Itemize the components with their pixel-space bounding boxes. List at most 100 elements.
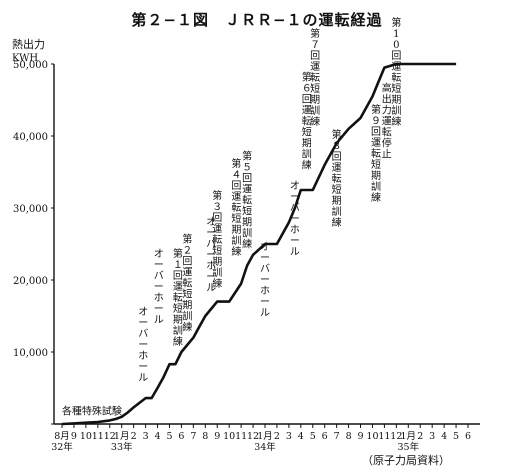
annotation-char: ６ [302, 83, 312, 94]
annotation-char: 短 [182, 287, 192, 300]
annotation-char: 期 [371, 170, 381, 182]
annotation-char: ９ [371, 116, 381, 127]
annotation-char: 転 [173, 292, 183, 304]
annotation-char: 転 [332, 173, 342, 185]
annotation-char: 運 [310, 61, 320, 73]
x-tick-label: 8 [202, 431, 208, 442]
annotation-label: 各種特殊試験 [62, 405, 122, 418]
annotation-char: バ [290, 202, 300, 214]
annotation-char: ホ [206, 260, 216, 272]
figure-title: 第２−１図 ＪＲＲ−１の運転経過 [131, 11, 383, 29]
annotation-char: 短 [371, 158, 381, 171]
x-tick-label: 10 [80, 431, 92, 442]
annotation-char: 短 [310, 82, 320, 95]
annotation-char: ホ [290, 224, 300, 236]
annotation-char: 転 [231, 202, 241, 214]
x-tick-label: 11 [378, 431, 390, 442]
annotation-char: 第 [371, 103, 381, 116]
annotation-char: ー [206, 228, 216, 239]
y-tick-label: 30,000 [13, 204, 48, 215]
annotation-char: 訓 [231, 234, 241, 247]
x-year-label: 35年 [397, 441, 419, 453]
annotation-char: 練 [371, 191, 381, 204]
annotation-char: 転 [310, 72, 320, 84]
annotation-char: 訓 [391, 104, 401, 117]
annotation-char: 期 [302, 137, 312, 149]
annotation-char: 練 [212, 277, 222, 290]
annotation-char: ー [154, 304, 164, 315]
annotation-char: １ [173, 260, 183, 271]
annotation-char: 第 [182, 232, 192, 245]
annotation-char: 訓 [212, 266, 222, 279]
x-tick-label: 10 [366, 431, 378, 442]
annotation-char: 運 [371, 137, 381, 149]
annotation-char: 運 [231, 191, 241, 203]
annotation-char: ７ [310, 40, 320, 51]
x-tick-label: 11 [92, 431, 104, 442]
x-tick-label: 9 [358, 431, 364, 442]
annotation-char: ３ [212, 202, 222, 213]
annotation-char: ー [260, 275, 270, 286]
annotation-char: ル [290, 247, 300, 258]
annotation-char: 訓 [371, 180, 381, 193]
annotation-char: ル [260, 308, 270, 319]
annotation-char: 期 [231, 224, 241, 236]
annotation-char: 転 [242, 195, 252, 207]
annotation-char: ５ [242, 163, 252, 174]
x-tick-label: 3 [429, 431, 435, 442]
annotation-char: バ [138, 328, 148, 340]
annotation-char: 期 [332, 195, 342, 207]
annotation-char: オ [138, 306, 148, 318]
annotation-char: 短 [231, 212, 241, 225]
annotation-char: ー [290, 214, 300, 225]
annotation-char: 回 [173, 270, 183, 282]
annotation-char: 回 [302, 93, 312, 105]
annotation-char: 回 [332, 151, 342, 163]
x-tick-label: 2 [131, 431, 137, 442]
annotation-char: ホ [154, 292, 164, 304]
annotation-char: 短 [332, 183, 342, 196]
annotation-char: 出 [382, 93, 392, 106]
annotation-char: ー [138, 318, 148, 329]
x-tick-label: 8月 [54, 431, 70, 442]
x-year-label: 33年 [111, 441, 133, 453]
annotation-char: 期 [310, 94, 320, 106]
annotation-char: 第 [310, 27, 320, 40]
annotation-char: ー [138, 362, 148, 373]
annotation-char: 練 [302, 158, 312, 171]
annotation-char: ー [206, 272, 216, 283]
annotation-char: バ [260, 263, 270, 275]
annotation-char: 期 [182, 299, 192, 311]
annotation-char: ー [260, 297, 270, 308]
annotation-char: 短 [391, 82, 401, 95]
x-tick-label: 6 [465, 431, 471, 442]
annotation-char: 短 [242, 205, 252, 218]
annotation-char: 回 [310, 50, 320, 62]
annotation-char: 転 [212, 234, 222, 246]
annotation-char: 転 [371, 148, 381, 160]
annotation-char: 運 [382, 116, 392, 128]
annotation-char: 回 [182, 255, 192, 267]
x-tick-label: 2 [274, 431, 280, 442]
annotation-char: ８ [332, 141, 342, 152]
annotation-char: 訓 [310, 104, 320, 117]
annotation-char: 第 [332, 128, 342, 141]
x-tick-label: 5 [166, 431, 172, 442]
annotation-char: ー [290, 192, 300, 203]
annotation-char: 転 [382, 127, 392, 139]
annotation-char: 停 [382, 137, 392, 150]
annotation-char: 第 [242, 150, 252, 163]
annotation-char: 運 [302, 104, 312, 116]
annotation-char: 練 [391, 115, 401, 128]
y-tick-label: 40,000 [13, 132, 48, 143]
annotation-char: 訓 [182, 309, 192, 322]
